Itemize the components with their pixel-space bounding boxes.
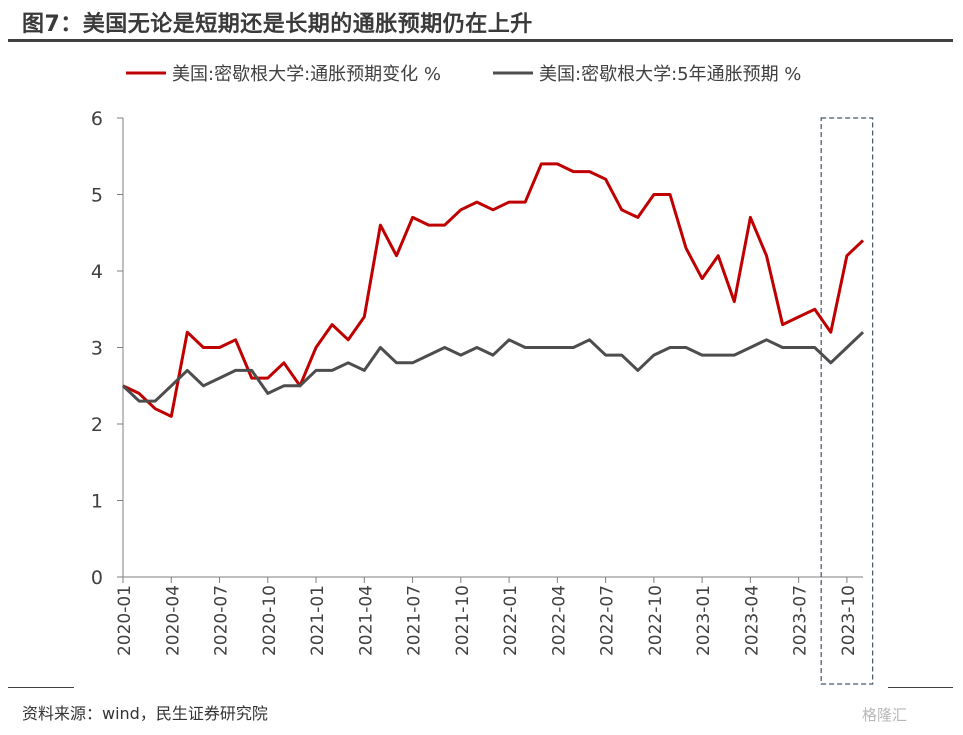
x-tick-label: 2022-07 [598,585,618,656]
x-tick-label: 2020-01 [115,585,135,656]
legend-label-1: 美国:密歇根大学:通胀预期变化 % [172,64,441,85]
y-tick-label: 3 [91,338,103,360]
x-tick-label: 2020-10 [260,585,280,656]
watermark: 格隆汇 [862,706,908,724]
figure-title: 图7：美国无论是短期还是长期的通胀预期仍在上升 [22,12,533,37]
x-tick-label: 2022-01 [501,585,521,656]
y-tick-label: 1 [91,491,103,513]
x-tick-label: 2023-04 [742,585,762,656]
y-tick-label: 2 [91,414,103,436]
title-rule [8,39,953,42]
x-tick-label: 2023-07 [791,585,811,656]
series-line-2 [121,331,865,403]
line-chart: 美国:密歇根大学:通胀预期变化 % 美国:密歇根大学:5年通胀预期 % 0 1 2 3 4… [91,64,874,685]
x-tick-label: 2022-10 [646,585,666,656]
series-lines [121,162,865,418]
x-tick-label: 2020-07 [212,585,232,656]
x-tick-label: 2020-04 [163,585,183,656]
y-tick-label: 0 [91,567,103,589]
source-rule-left [8,687,74,688]
x-tick-label: 2022-04 [549,585,569,656]
highlight-box [820,117,874,685]
legend-label-2: 美国:密歇根大学:5年通胀预期 % [539,64,801,85]
y-tick-label: 5 [91,185,103,207]
source-note: 资料来源：wind，民生证券研究院 [22,704,268,723]
legend: 美国:密歇根大学:通胀预期变化 % 美国:密歇根大学:5年通胀预期 % [126,64,801,85]
x-tick-label: 2023-10 [839,585,859,656]
source-rule-right [888,687,953,688]
x-tick-label: 2021-01 [308,585,328,656]
series-line-1 [122,162,865,418]
y-tick-label: 4 [91,261,103,283]
x-tick-label: 2021-07 [405,585,425,656]
x-tick-label: 2021-10 [453,585,473,656]
axes: 0 1 2 3 4 5 6 2020-01 2020-04 2020-07 2020-10 2021-… [91,108,863,656]
x-tick-label: 2023-01 [694,585,714,656]
x-tick-label: 2021-04 [356,585,376,656]
y-tick-label: 6 [91,108,103,130]
highlight-rect [820,117,874,685]
